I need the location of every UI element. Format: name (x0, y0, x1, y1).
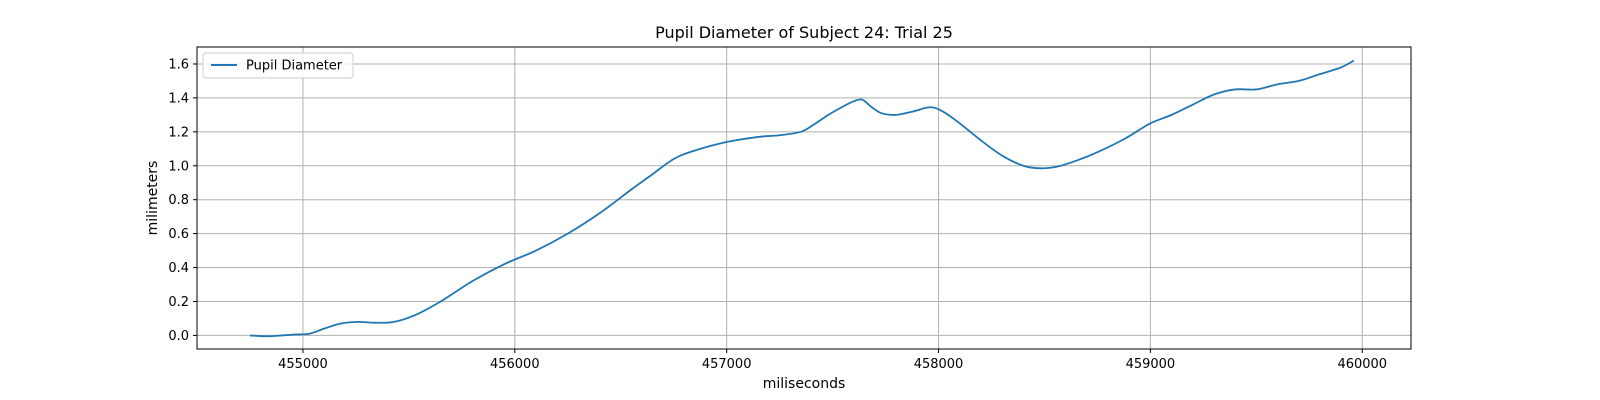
plot-area-frame (196, 46, 1412, 350)
y-tick-label: 1.2 (168, 125, 189, 140)
x-tick-label: 457000 (702, 357, 752, 372)
y-tick-label: 1.4 (168, 91, 189, 106)
x-tick-label: 455000 (278, 357, 328, 372)
y-tick-label: 0.6 (168, 227, 189, 242)
x-tick-label: 456000 (490, 357, 540, 372)
grid-lines (197, 47, 1411, 349)
y-tick-label: 0.8 (168, 193, 189, 208)
y-tick-label: 0.0 (168, 329, 189, 344)
series-layer (249, 59, 1355, 338)
axis-ticks: 455000 456000 457000 458000 459000 460000 0.0 0… (168, 57, 1387, 372)
series-line-pupil-diameter (249, 59, 1355, 338)
y-tick-label: 0.4 (168, 261, 189, 276)
x-tick-label: 459000 (1126, 357, 1176, 372)
y-axis-label: milimeters (145, 161, 161, 236)
x-axis-label: miliseconds (763, 376, 846, 392)
y-tick-label: 0.2 (168, 295, 189, 310)
legend: Pupil Diameter (202, 52, 354, 79)
chart-title: Pupil Diameter of Subject 24: Trial 25 (655, 23, 953, 42)
x-tick-label: 458000 (914, 357, 964, 372)
x-tick-label: 460000 (1337, 357, 1387, 372)
legend-label: Pupil Diameter (246, 59, 343, 74)
legend-box (202, 52, 354, 79)
y-tick-label: 1.6 (168, 57, 189, 72)
y-tick-label: 1.0 (168, 159, 189, 174)
